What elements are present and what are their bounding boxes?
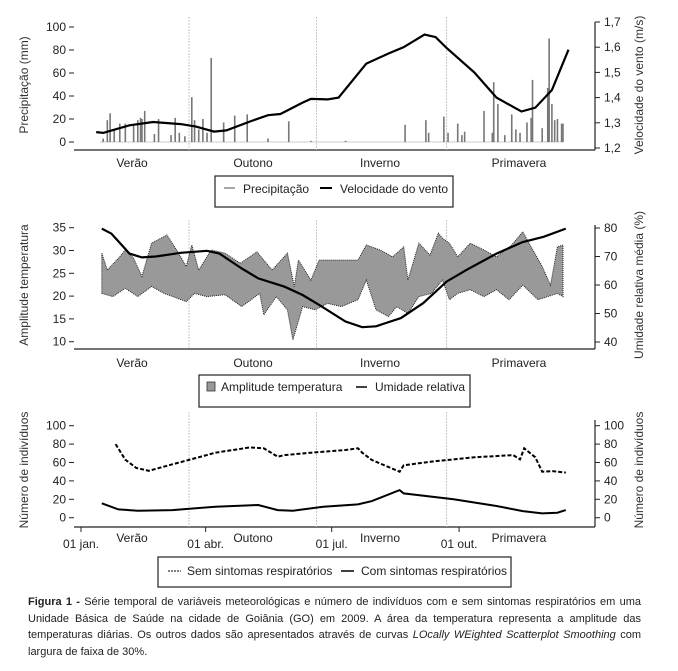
y2-tick-label: 1,7 (604, 15, 621, 29)
y2-axis-title: Número de indivíduos (632, 412, 646, 529)
wind-speed-line (96, 33, 570, 135)
y-tick-label: 40 (53, 474, 67, 488)
y-tick-label: 25 (53, 266, 67, 280)
y2-tick-label: 70 (604, 250, 618, 264)
y2-tick-label: 60 (604, 456, 618, 470)
y2-tick-label: 80 (604, 221, 618, 235)
y-tick-label: 15 (53, 312, 67, 326)
legend-precipitation-label: Precipitação (243, 182, 309, 196)
season-label: Primavera (492, 356, 547, 370)
y-tick-label: 0 (59, 511, 66, 525)
y-tick-label: 20 (53, 492, 67, 506)
season-label: Outono (233, 156, 273, 170)
legend-box (157, 556, 512, 588)
y-tick-label: 20 (53, 112, 67, 126)
y-tick-label: 80 (53, 43, 67, 57)
caption-italic: LOcally WEighted (412, 629, 502, 642)
y-axis-title: Amplitude temperatura (17, 224, 31, 346)
y-tick-label: 30 (53, 244, 67, 258)
y-tick-label: 80 (53, 437, 67, 451)
legend-temperature-label: Amplitude temperatura (221, 380, 343, 394)
season-label: Outono (233, 356, 273, 370)
legend-humidity-label: Umidade relativa (375, 380, 465, 394)
legend-no-symptoms-label: Sem sintomas respiratórios (187, 564, 332, 578)
season-label: Verão (116, 156, 148, 170)
with-symptoms-line (101, 488, 567, 515)
season-label: Inverno (360, 156, 400, 170)
humidity-line (101, 227, 567, 329)
y-tick-label: 35 (53, 221, 67, 235)
y2-tick-label: 1,3 (604, 116, 621, 130)
x-tick-label: 01 out. (441, 537, 478, 551)
legend-temperature-swatch (206, 381, 216, 392)
y-tick-label: 20 (53, 289, 67, 303)
y-axis-title: Precipitação (mm) (17, 36, 31, 133)
x-tick-label: 01 abr. (187, 537, 224, 551)
y2-tick-label: 1,2 (604, 141, 621, 155)
season-label: Primavera (492, 156, 547, 170)
season-label: Inverno (360, 531, 400, 545)
season-label: Verão (116, 356, 148, 370)
figure-charts: Verão Outono Inverno Primavera0204060801001… (17, 15, 646, 588)
y2-tick-label: 100 (604, 419, 624, 433)
x-tick-label: 01 jul. (316, 537, 348, 551)
legend-box (198, 374, 471, 408)
caption-text: Série temporal de variáveis meteorológic… (28, 596, 641, 642)
y2-axis-title: Umidade relativa média (%) (632, 211, 646, 359)
y2-tick-label: 40 (604, 474, 618, 488)
y2-tick-label: 80 (604, 437, 618, 451)
y-tick-label: 100 (46, 20, 66, 34)
y2-tick-label: 1,6 (604, 40, 621, 54)
y2-tick-label: 0 (604, 511, 611, 525)
y-tick-label: 60 (53, 66, 67, 80)
y2-tick-label: 1,4 (604, 91, 621, 105)
y2-axis-title: Velocidade do vento (m/s) (632, 16, 646, 155)
season-label: Primavera (492, 531, 547, 545)
legend-wind-label: Velocidade do vento (340, 182, 448, 196)
x-tick-label: 01 jan. (63, 537, 99, 551)
y-axis-title: Número de indivíduos (17, 412, 31, 529)
y2-tick-label: 1,5 (604, 65, 621, 79)
y-tick-label: 100 (46, 419, 66, 433)
y-tick-label: 60 (53, 456, 67, 470)
caption-label: Figura 1 - (28, 596, 80, 608)
legend-with-symptoms-label: Com sintomas respiratórios (361, 564, 507, 578)
season-label: Verão (116, 531, 148, 545)
y-tick-label: 0 (59, 135, 66, 149)
y-tick-label: 40 (53, 89, 67, 103)
y2-tick-label: 20 (604, 492, 618, 506)
season-label: Inverno (360, 356, 400, 370)
figure-caption: Figura 1 - Série temporal de variáveis m… (28, 594, 641, 661)
y2-tick-label: 50 (604, 307, 618, 321)
caption-italic: Scatterplot Smoothing (506, 629, 616, 642)
legend-box (214, 175, 454, 208)
y-tick-label: 10 (53, 335, 67, 349)
y2-tick-label: 40 (604, 335, 618, 349)
season-label: Outono (233, 531, 273, 545)
temperature-amplitude-area (101, 230, 564, 341)
caption-text: com largura de faixa de 30%. (28, 629, 642, 659)
y2-tick-label: 60 (604, 278, 618, 292)
no-symptoms-line (114, 443, 566, 474)
